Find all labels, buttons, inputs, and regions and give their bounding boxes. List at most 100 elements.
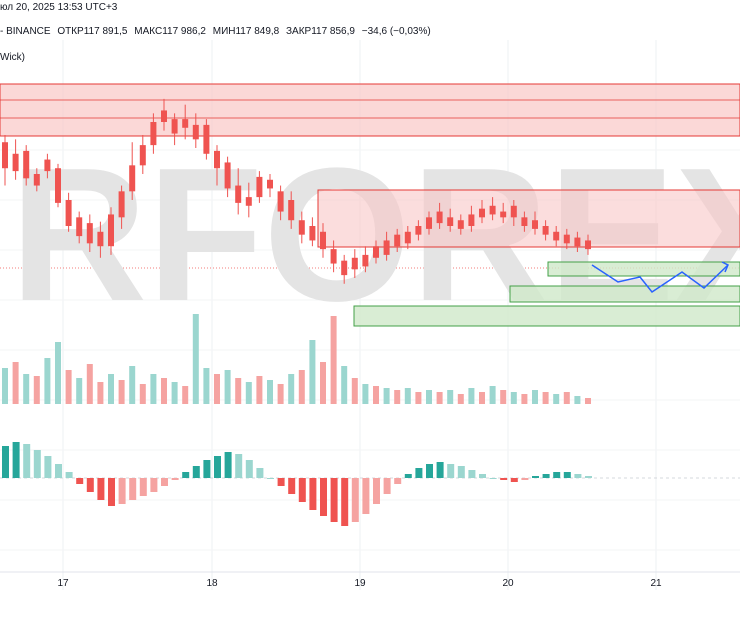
histogram-bar: [383, 478, 391, 494]
volume-bar: [245, 382, 252, 404]
header-exchange: - BINANCE: [0, 26, 51, 37]
histogram-bar: [447, 464, 455, 478]
volume-bar: [563, 392, 570, 404]
volume-bar: [351, 378, 358, 404]
candle-body: [320, 231, 326, 250]
candle-body: [245, 197, 252, 206]
histogram-bar: [55, 464, 62, 478]
candle-body: [171, 119, 178, 134]
candle-body: [150, 122, 157, 146]
candle-body: [97, 231, 104, 247]
volume-bar: [224, 370, 231, 404]
candle-body: [235, 185, 242, 203]
candle-body: [373, 246, 379, 258]
supply-zone-mid: [317, 189, 740, 248]
histogram-bar: [171, 478, 179, 480]
candle-body: [139, 145, 146, 166]
candle-body: [436, 211, 443, 224]
histogram-bar: [320, 478, 327, 516]
histogram-bar: [330, 478, 338, 522]
histogram-bar: [479, 474, 486, 478]
volume-bar: [404, 388, 411, 404]
forecast-arrow-head: [721, 261, 729, 273]
volume-bar: [479, 392, 485, 404]
x-axis-label: 21: [650, 578, 662, 589]
candle-body: [298, 220, 305, 235]
histogram-bar: [108, 478, 115, 506]
candle-body: [161, 110, 167, 122]
histogram-bar: [415, 468, 423, 478]
volume-bar: [309, 340, 316, 404]
volume-bar: [373, 386, 379, 404]
histogram-bar: [373, 478, 380, 504]
candle-body: [129, 165, 136, 192]
volume-bar: [415, 392, 422, 404]
candle-body: [426, 217, 432, 229]
header-date: юл 20, 2025 13:53 UTC+3: [0, 2, 118, 13]
candle-body: [574, 237, 581, 247]
volume-bar: [267, 380, 273, 404]
histogram-bar: [542, 474, 550, 478]
volume-bar: [298, 370, 305, 404]
demand-zone-1: [547, 261, 740, 277]
volume-bar: [76, 378, 83, 404]
volume-bar: [500, 390, 507, 404]
volume-bar: [65, 370, 72, 404]
volume-bar: [457, 394, 464, 404]
candle-body: [192, 124, 199, 140]
symbol-info: - BINANCE ОТКР117 891,5 МАКС117 986,2 МИ…: [0, 26, 435, 37]
candle-body: [23, 150, 30, 179]
candle-body: [33, 174, 40, 186]
histogram-bar: [521, 478, 529, 480]
volume-bar: [214, 374, 220, 404]
histogram-bar: [12, 442, 20, 478]
volume-bars: [2, 314, 591, 404]
histogram-bar: [404, 474, 412, 478]
histogram-bar: [65, 472, 73, 478]
histogram-bar: [33, 450, 41, 478]
candle-body: [65, 200, 72, 226]
volume-bar: [341, 366, 348, 404]
x-axis-label: 18: [206, 578, 218, 589]
volume-bar: [12, 362, 19, 404]
histogram-bar: [182, 472, 190, 478]
histogram-bar: [245, 460, 253, 478]
histogram-bar: [341, 478, 349, 526]
volume-bar: [288, 374, 295, 404]
candle-body: [330, 249, 337, 264]
header-low: МИН117 849,8: [212, 26, 280, 37]
indicator-legend: Wick): [0, 52, 25, 63]
histogram-bar: [150, 478, 158, 492]
candle-body: [404, 231, 411, 244]
histogram-bar: [44, 456, 52, 478]
volume-bar: [97, 382, 104, 404]
volume-bar: [44, 358, 51, 404]
x-axis-label: 19: [354, 578, 366, 589]
histogram-bar: [86, 478, 94, 492]
volume-bar: [574, 396, 581, 404]
volume-bar: [118, 380, 125, 404]
volume-bar: [33, 376, 40, 404]
histogram-bar: [489, 478, 497, 479]
histogram-bar: [224, 452, 232, 478]
histogram-bar: [235, 454, 243, 478]
histogram-bar: [500, 478, 508, 480]
volume-bar: [585, 398, 591, 404]
histogram-bar: [574, 474, 582, 478]
candle-body: [76, 217, 83, 237]
candle-body: [2, 142, 8, 169]
volume-bar: [55, 342, 61, 404]
candle-body: [277, 191, 284, 212]
candle-body: [12, 153, 19, 172]
chart-header: юл 20, 2025 13:53 UTC+3: [0, 2, 121, 13]
histogram-bar: [203, 460, 211, 478]
volume-bar: [161, 378, 167, 404]
candle-body: [182, 119, 189, 128]
histogram-bar: [298, 478, 306, 502]
candle-body: [256, 176, 263, 198]
volume-bar: [150, 374, 157, 404]
histogram-bar: [309, 478, 317, 510]
histogram-bar: [362, 478, 370, 514]
volume-bar: [362, 384, 369, 404]
